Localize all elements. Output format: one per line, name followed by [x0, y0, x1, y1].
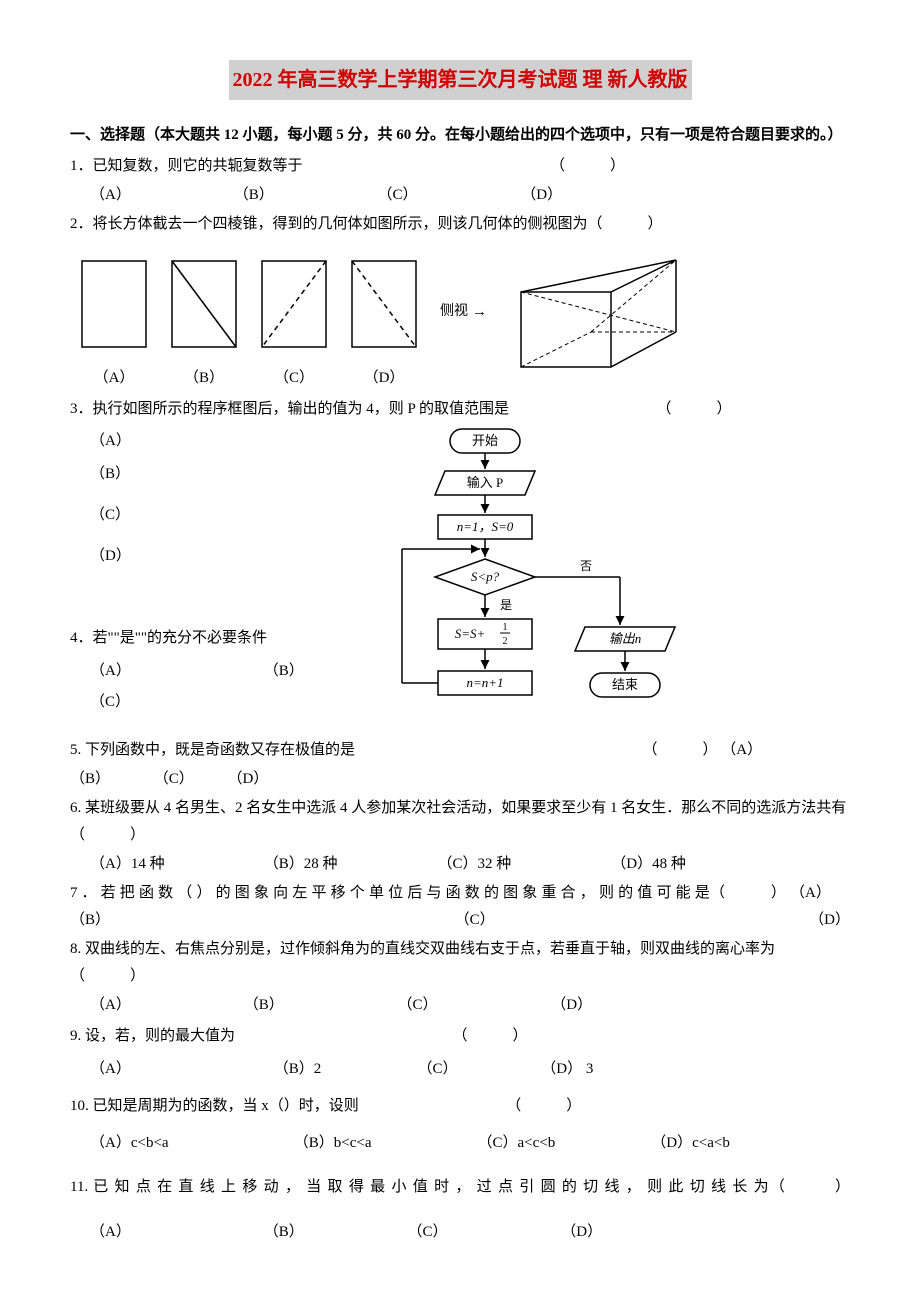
q8-optB: （B）: [244, 992, 394, 1019]
q11-optB: （B）: [264, 1219, 404, 1246]
q2-diagA: （A）: [80, 259, 148, 392]
q1-paren: （ ）: [550, 158, 625, 174]
q10-optC: （C）a<c<b: [478, 1130, 648, 1157]
question-6: 6. 某班级要从 4 名男生、2 名女生中选派 4 人参加某次社会活动，如果要求…: [70, 795, 850, 849]
q6-optA: （A）14 种: [90, 851, 260, 878]
q4-optA: （A）: [90, 658, 260, 685]
q1-optD: （D）: [521, 182, 562, 209]
q9-options: （A） （B）2 （C） （D） 3: [70, 1056, 850, 1083]
q6-optD: （D）48 种: [611, 851, 686, 878]
q6-optB: （B）28 种: [264, 851, 434, 878]
q9-text: 9. 设，若，则的最大值为: [70, 1028, 235, 1044]
q8-options: （A） （B） （C） （D）: [70, 992, 850, 1019]
q3-optB: （B）: [90, 458, 330, 491]
question-9: 9. 设，若，则的最大值为 （ ）: [70, 1023, 850, 1050]
q1-optA: （A）: [90, 182, 230, 209]
q8-optC: （C）: [398, 992, 548, 1019]
prism-icon: [491, 252, 681, 372]
q1-options: （A） （B） （C） （D）: [70, 182, 850, 209]
q10-optD: （D）c<a<b: [651, 1130, 730, 1157]
question-8: 8. 双曲线的左、右焦点分别是，过作倾斜角为的直线交双曲线右支于点，若垂直于轴，…: [70, 936, 850, 990]
q4-optC: （C）: [90, 694, 130, 710]
page-title: 2022 年高三数学上学期第三次月考试题 理 新人教版: [229, 60, 692, 100]
question-5: 5. 下列函数中，既是奇函数又存在极值的是 （ ） （A）: [70, 737, 850, 764]
q3-paren: （ ）: [657, 401, 732, 417]
svg-text:开始: 开始: [472, 433, 498, 448]
q1-text: 1．已知复数，则它的共轭复数等于: [70, 158, 303, 174]
q2-diagrams: （A） （B） （C） （D） 侧视 →: [80, 252, 850, 392]
svg-text:否: 否: [580, 559, 592, 573]
q7-optC: （C）: [455, 907, 595, 934]
q10-options: （A）c<b<a （B）b<c<a （C）a<c<b （D）c<a<b: [70, 1130, 850, 1157]
q3-optD: （D）: [90, 540, 330, 573]
question-4: 4．若""是""的充分不必要条件: [70, 625, 330, 652]
section-heading: 一、选择题（本大题共 12 小题，每小题 5 分，共 60 分。在每小题给出的四…: [70, 122, 850, 149]
svg-text:输入 P: 输入 P: [467, 475, 503, 490]
question-10: 10. 已知是周期为的函数，当 x（）时，设则 （ ）: [70, 1093, 850, 1120]
q3-options: （A） （B） （C） （D）: [70, 425, 330, 573]
q9-optA: （A）: [90, 1056, 270, 1083]
q4-options: （A） （B）: [70, 658, 330, 685]
svg-text:S=S+: S=S+: [455, 626, 486, 641]
q5-paren: （ ）: [643, 742, 718, 758]
q5-optC: （C）: [154, 766, 224, 793]
q1-optC: （C）: [378, 182, 518, 209]
q5-text: 5. 下列函数中，既是奇函数又存在极值的是: [70, 742, 355, 758]
q7-optA: （A）: [790, 880, 850, 907]
svg-text:n=n+1: n=n+1: [466, 675, 503, 690]
q4-optC-row: （C）: [70, 689, 330, 716]
q11-optD: （D）: [561, 1219, 602, 1246]
q9-paren: （ ）: [453, 1028, 528, 1044]
q7-optD: （D）: [809, 907, 850, 934]
q9-optD: （D） 3: [541, 1056, 593, 1083]
question-1: 1．已知复数，则它的共轭复数等于 （ ）: [70, 153, 850, 180]
q10-text: 10. 已知是周期为的函数，当 x（）时，设则: [70, 1098, 359, 1114]
q10-optB: （B）b<c<a: [294, 1130, 474, 1157]
q2-diagD: （D）: [350, 259, 418, 392]
q3-optC: （C）: [90, 499, 330, 532]
q5-optD: （D）: [228, 766, 269, 793]
q11-options: （A） （B） （C） （D）: [70, 1219, 850, 1246]
question-7: 7 ． 若 把 函 数 （ ） 的 图 象 向 左 平 移 个 单 位 后 与 …: [70, 880, 850, 934]
q2-diagB: （B）: [170, 259, 238, 392]
arrow-icon: →: [472, 299, 487, 326]
q11-optC: （C）: [408, 1219, 558, 1246]
q10-paren: （ ）: [506, 1098, 581, 1114]
q3-optA: （A）: [90, 425, 330, 458]
question-11: 11. 已 知 点 在 直 线 上 移 动 ， 当 取 得 最 小 值 时 ， …: [70, 1169, 850, 1205]
q4-optB: （B）: [264, 658, 304, 685]
svg-text:n=1，S=0: n=1，S=0: [457, 519, 514, 534]
q9-optB: （B）2: [274, 1056, 414, 1083]
q8-optD: （D）: [551, 992, 592, 1019]
svg-text:S<p?: S<p?: [471, 569, 500, 584]
q8-optA: （A）: [90, 992, 240, 1019]
svg-text:结束: 结束: [612, 677, 638, 692]
q10-optA: （A）c<b<a: [90, 1130, 290, 1157]
q3-layout: （A） （B） （C） （D） 4．若""是""的充分不必要条件 （A） （B）…: [70, 425, 850, 735]
question-2: 2．将长方体截去一个四棱锥，得到的几何体如图所示，则该几何体的侧视图为（ ）: [70, 211, 850, 238]
q2-diagC: （C）: [260, 259, 328, 392]
q5-options: （B） （C） （D）: [70, 766, 850, 793]
svg-text:2: 2: [503, 636, 508, 647]
svg-text:1: 1: [503, 622, 508, 633]
q7-optB: （B）: [70, 907, 240, 934]
svg-text:是: 是: [500, 598, 512, 612]
flowchart-icon: 开始 输入 P n=1，S=0 S<p? 是 否 S=S+ 1 2: [330, 425, 750, 725]
q3-text: 3．执行如图所示的程序框图后，输出的值为 4，则 P 的取值范围是: [70, 401, 509, 417]
q2-prism: 侧视 →: [440, 252, 681, 372]
q1-optB: （B）: [234, 182, 374, 209]
q5-optB: （B）: [70, 766, 150, 793]
q6-optC: （C）32 种: [438, 851, 608, 878]
q11-optA: （A）: [90, 1219, 260, 1246]
q6-options: （A）14 种 （B）28 种 （C）32 种 （D）48 种: [70, 851, 850, 878]
side-view-label: 侧视: [440, 299, 468, 324]
q7-text: 7 ． 若 把 函 数 （ ） 的 图 象 向 左 平 移 个 单 位 后 与 …: [70, 885, 786, 901]
svg-text:输出n: 输出n: [609, 631, 642, 646]
question-3: 3．执行如图所示的程序框图后，输出的值为 4，则 P 的取值范围是 （ ）: [70, 396, 850, 423]
q5-optA: （A）: [721, 742, 762, 758]
q9-optC: （C）: [418, 1056, 538, 1083]
